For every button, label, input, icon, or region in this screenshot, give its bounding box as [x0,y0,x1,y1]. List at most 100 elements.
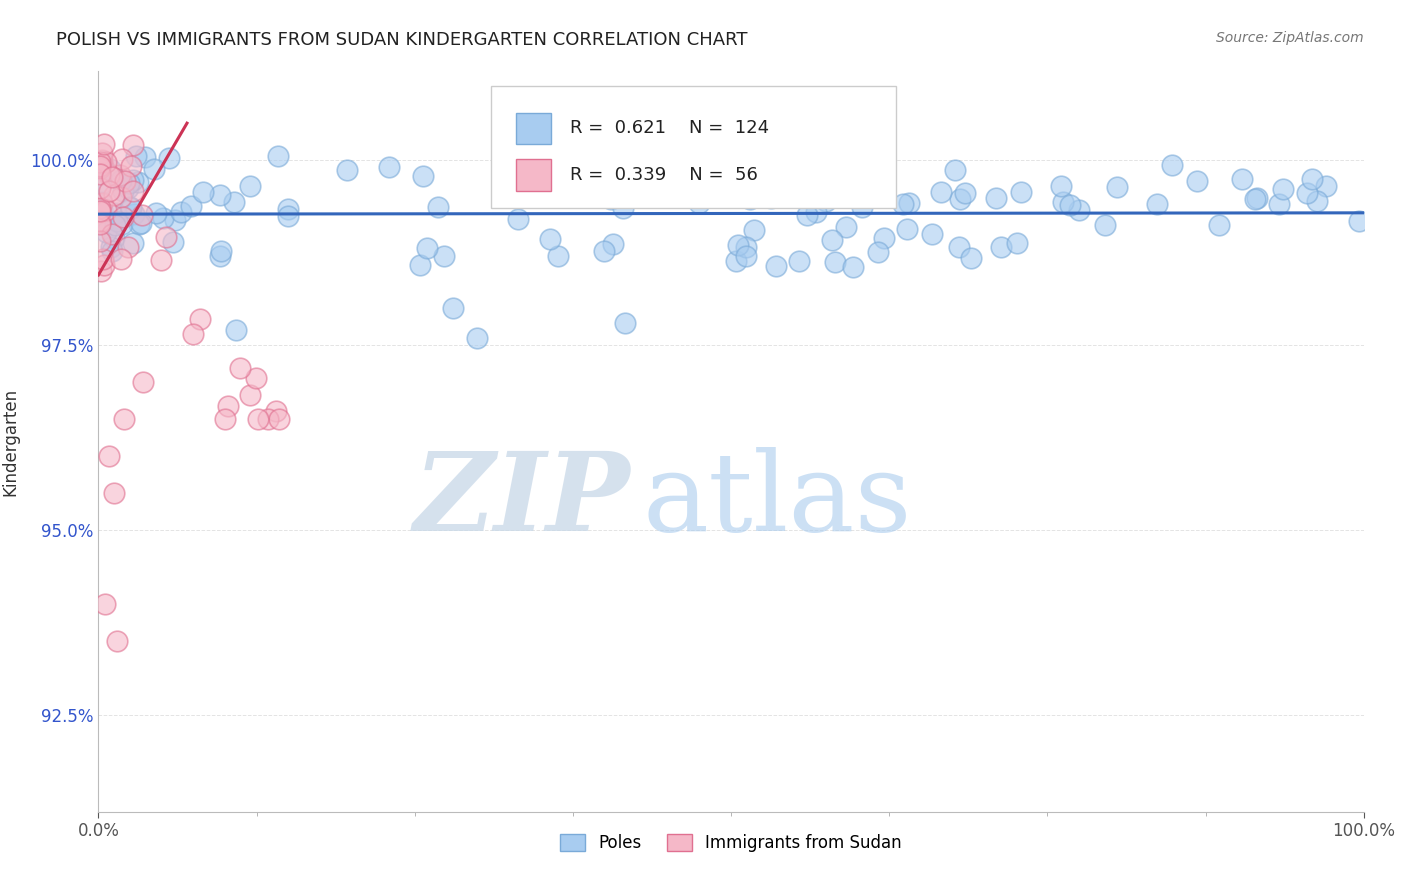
Point [1005,236,1028,251]
Point [89,180,111,194]
Point [898,196,921,211]
Point [100,244,122,258]
Point [896,222,918,236]
Point [125,149,148,163]
Point [1306,194,1329,209]
Point [91,196,114,211]
Point [824,254,846,268]
Point [734,240,756,254]
Point [91,155,114,169]
Point [162,235,184,250]
Point [269,412,291,426]
Point [1146,197,1168,211]
Point [990,240,1012,254]
Point [1296,186,1319,201]
Point [378,161,401,175]
Point [104,206,127,220]
Point [1094,218,1116,232]
Point [806,205,828,219]
Point [538,232,561,246]
Point [214,412,236,426]
Point [1246,191,1268,205]
Point [654,171,676,186]
Point [614,316,637,330]
Point [257,412,280,426]
Point [851,200,873,214]
Point [336,162,359,177]
Point [1348,214,1371,228]
Point [208,188,231,202]
Point [949,192,972,206]
Point [441,301,464,316]
Point [122,138,145,153]
Point [1105,180,1128,194]
Point [104,219,127,233]
Point [761,191,783,205]
Point [239,388,262,402]
Point [110,190,132,204]
Point [217,400,239,414]
Point [111,152,134,166]
Point [93,258,115,272]
Point [118,176,141,190]
Point [89,235,111,249]
Point [953,186,976,201]
Point [180,199,202,213]
Point [1067,203,1090,218]
Point [89,215,111,229]
Point [209,244,232,259]
Text: R =  0.339    N =  56: R = 0.339 N = 56 [571,166,758,184]
Point [131,208,153,222]
Point [145,205,167,219]
Point [103,231,125,245]
Point [91,202,114,217]
Point [94,154,117,169]
Point [89,217,111,231]
Point [659,186,682,201]
Point [725,254,748,268]
Point [89,201,111,215]
Point [89,154,111,169]
Point [1049,179,1071,194]
Point [103,187,125,202]
Point [188,312,211,326]
Point [575,179,598,194]
Point [121,235,143,250]
Point [117,181,139,195]
Point [112,412,135,426]
Point [91,153,114,168]
Point [612,166,634,180]
Point [787,254,810,268]
Bar [516,160,551,191]
Point [264,403,287,417]
Point [128,218,150,232]
Point [90,178,112,192]
Point [229,360,252,375]
Point [89,160,111,174]
Point [948,239,970,253]
Point [209,249,232,263]
Point [91,252,114,266]
Point [107,214,129,228]
Point [1272,181,1295,195]
Point [508,211,530,226]
FancyBboxPatch shape [491,87,896,209]
Point [110,172,132,186]
Point [122,207,145,221]
Point [155,229,177,244]
Point [225,324,247,338]
Point [107,634,129,648]
Point [868,244,890,259]
Point [740,192,762,206]
Point [796,208,818,222]
Point [748,180,770,194]
Bar [516,112,551,144]
Point [111,184,134,198]
Point [842,260,865,274]
Point [127,175,149,189]
Point [620,156,643,170]
Text: atlas: atlas [643,447,912,554]
Point [97,450,120,464]
Point [277,202,299,216]
Point [727,237,749,252]
